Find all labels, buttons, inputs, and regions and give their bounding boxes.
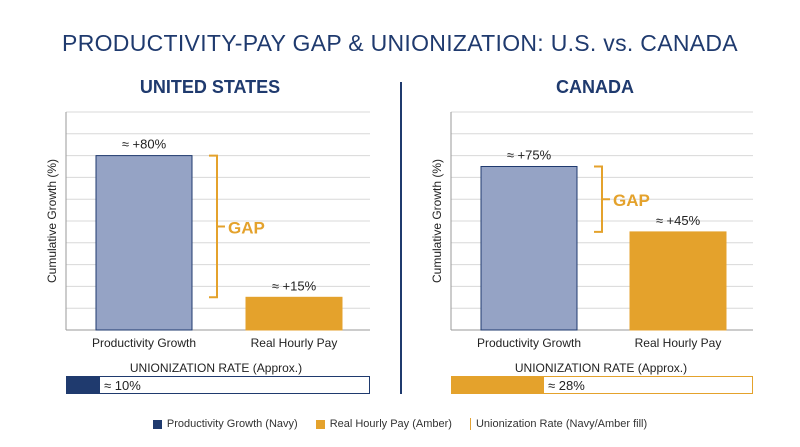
canada-data-label: ≈ +45% — [656, 213, 701, 228]
us-category-label: Productivity Growth — [92, 336, 196, 350]
canada-gap-bracket — [594, 165, 610, 233]
canada-unionization-value: ≈ 28% — [548, 378, 585, 393]
us-unionization-bar: ≈ 10% — [66, 376, 370, 394]
legend-item-unionization: Unionization Rate (Navy/Amber fill) — [469, 418, 648, 430]
legend-item-pay: Real Hourly Pay (Amber) — [315, 418, 452, 430]
panel-divider — [400, 82, 402, 394]
legend-item-productivity: Productivity Growth (Navy) — [152, 418, 298, 430]
canada-data-label: ≈ +75% — [507, 148, 552, 163]
legend-label: Unionization Rate (Navy/Amber fill) — [475, 418, 648, 430]
chart-title: PRODUCTIVITY-PAY GAP & UNIONIZATION: U.S… — [62, 30, 738, 56]
us-unionization-label: UNIONIZATION RATE (Approx.) — [129, 361, 303, 375]
navy-swatch-icon — [152, 419, 162, 429]
canada-unionization-fill — [452, 377, 544, 393]
canada-bar-productivity — [480, 166, 578, 331]
canada-category-label: Productivity Growth — [477, 336, 581, 350]
canada-category-label: Real Hourly Pay — [635, 336, 722, 350]
us-bar-pay — [245, 296, 343, 331]
us-gap-bracket — [209, 154, 225, 299]
us-data-label: ≈ +15% — [272, 278, 317, 293]
canada-panel-title: CANADA — [556, 77, 634, 97]
us-unionization-value: ≈ 10% — [104, 378, 141, 393]
us-panel-title: UNITED STATES — [139, 77, 281, 97]
us-bar-productivity — [95, 155, 193, 331]
legend-label: Real Hourly Pay (Amber) — [329, 418, 452, 430]
legend: Productivity Growth (Navy) Real Hourly P… — [0, 418, 800, 430]
canada-unionization-label: UNIONIZATION RATE (Approx.) — [514, 361, 688, 375]
us-data-label: ≈ +80% — [122, 137, 167, 152]
legend-label: Productivity Growth (Navy) — [166, 418, 298, 430]
us-gap-label: GAP — [228, 218, 265, 237]
amber-line-icon — [469, 418, 471, 430]
us-unionization-fill — [67, 377, 100, 393]
canada-unionization-bar: ≈ 28% — [451, 376, 753, 394]
amber-swatch-icon — [315, 419, 325, 429]
canada-gap-label: GAP — [613, 191, 650, 210]
us-category-label: Real Hourly Pay — [251, 336, 338, 350]
canada-bar-pay — [629, 231, 727, 331]
